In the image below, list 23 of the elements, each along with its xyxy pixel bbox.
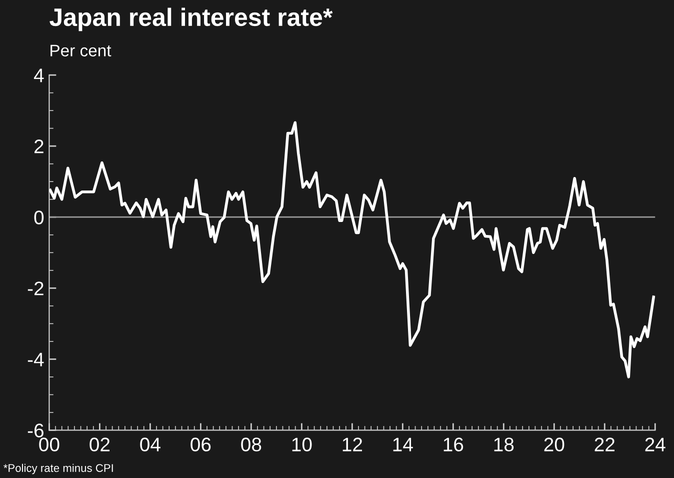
x-tick-label: 06 [190, 438, 211, 452]
x-tick-label: 12 [342, 438, 362, 452]
x-tick-label: 08 [241, 438, 262, 452]
y-tick-label: 2 [34, 140, 44, 154]
x-tick-label: 20 [544, 438, 564, 452]
x-tick-label: 00 [39, 438, 60, 452]
x-tick-label: 04 [140, 438, 160, 452]
y-axis-title: Per cent [50, 44, 112, 56]
y-tick-label: -6 [28, 424, 44, 438]
x-tick-label: 22 [594, 438, 614, 452]
x-tick-label: 14 [393, 438, 413, 452]
y-tick-label: -4 [28, 352, 44, 366]
chart-title: Japan real interest rate* [50, 8, 333, 32]
line-series [49, 121, 656, 378]
x-tick-label: 02 [90, 438, 110, 452]
x-tick-label: 24 [645, 438, 666, 452]
y-tick-label: -2 [28, 282, 44, 296]
x-tick-label: 10 [292, 438, 312, 452]
y-tick-label: 0 [34, 210, 44, 224]
y-tick-label: 4 [34, 68, 44, 82]
x-tick-label: 16 [444, 438, 464, 452]
x-tick-label: 18 [494, 438, 514, 452]
text: *Policy rate minus CPI [4, 464, 113, 474]
